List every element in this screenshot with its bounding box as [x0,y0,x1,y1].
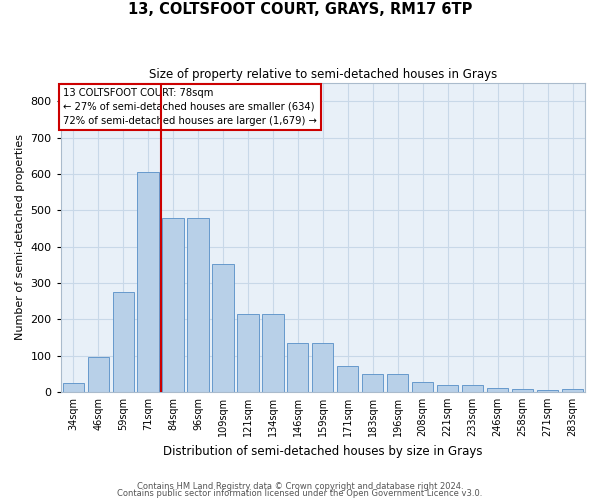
Bar [238,314,259,392]
Bar [487,388,508,392]
Bar [462,386,483,392]
Bar [337,366,358,392]
Bar [387,374,409,392]
Text: Contains public sector information licensed under the Open Government Licence v3: Contains public sector information licen… [118,490,482,498]
Bar [287,343,308,392]
Y-axis label: Number of semi-detached properties: Number of semi-detached properties [15,134,25,340]
X-axis label: Distribution of semi-detached houses by size in Grays: Distribution of semi-detached houses by … [163,444,482,458]
Bar [562,390,583,392]
Bar [212,264,233,392]
Title: Size of property relative to semi-detached houses in Grays: Size of property relative to semi-detach… [149,68,497,80]
Bar [412,382,433,392]
Bar [262,314,284,392]
Text: Contains HM Land Registry data © Crown copyright and database right 2024.: Contains HM Land Registry data © Crown c… [137,482,463,491]
Bar [312,343,334,392]
Bar [88,356,109,392]
Bar [137,172,159,392]
Bar [187,218,209,392]
Bar [163,218,184,392]
Bar [437,386,458,392]
Text: 13, COLTSFOOT COURT, GRAYS, RM17 6TP: 13, COLTSFOOT COURT, GRAYS, RM17 6TP [128,2,472,18]
Bar [113,292,134,392]
Bar [537,390,558,392]
Text: 13 COLTSFOOT COURT: 78sqm
← 27% of semi-detached houses are smaller (634)
72% of: 13 COLTSFOOT COURT: 78sqm ← 27% of semi-… [64,88,317,126]
Bar [362,374,383,392]
Bar [62,383,84,392]
Bar [512,390,533,392]
